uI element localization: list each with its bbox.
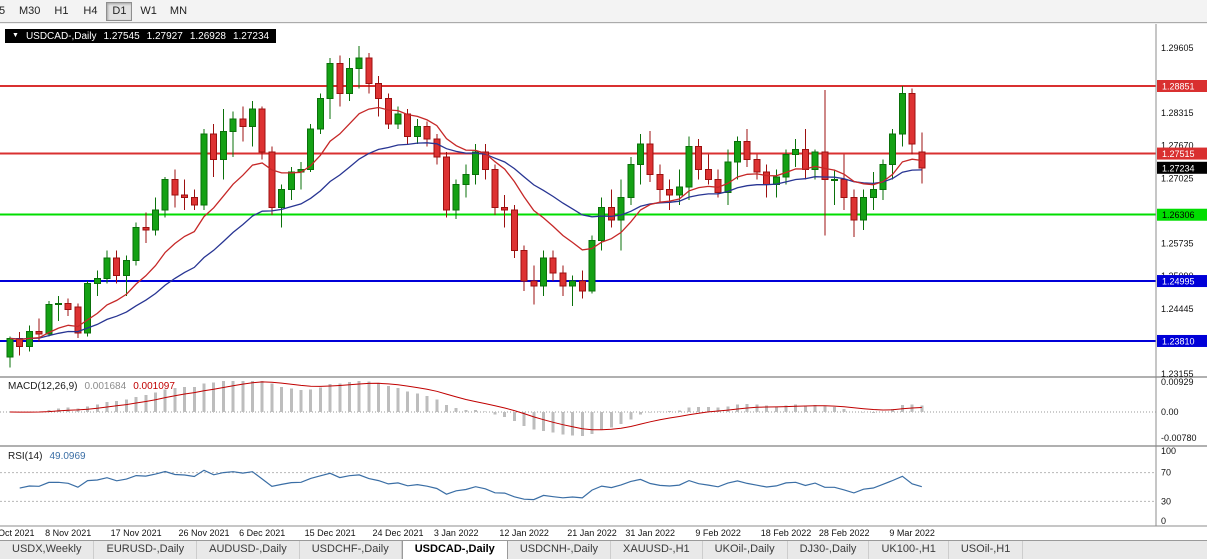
svg-text:31 Jan 2022: 31 Jan 2022 <box>625 528 675 538</box>
expand-arrow-icon[interactable]: ▼ <box>12 32 19 39</box>
macd-main-value: 0.001684 <box>84 381 127 392</box>
timeframe-m30-button[interactable]: M30 <box>19 4 41 17</box>
ma-slow-line[interactable] <box>9 142 922 340</box>
chart-window: 1.296051.283151.276701.270251.257351.250… <box>0 24 1207 540</box>
svg-text:1.28851: 1.28851 <box>1162 82 1195 92</box>
svg-text:30: 30 <box>1161 496 1171 506</box>
timeframe-h4-button[interactable]: H4 <box>83 4 98 17</box>
svg-text:-0.00780: -0.00780 <box>1161 433 1197 443</box>
candlestick-series <box>6 46 926 368</box>
ma-fast-line[interactable] <box>9 106 922 341</box>
macd-signal-value: 0.001097 <box>133 381 175 392</box>
svg-text:1.23810: 1.23810 <box>1162 336 1195 346</box>
tab-ukoil-daily[interactable]: UKOil-,Daily <box>703 541 788 559</box>
tab-uk100-h1[interactable]: UK100-,H1 <box>869 541 949 559</box>
ohlc-symbol: USDCAD-,Daily <box>25 30 97 42</box>
svg-text:1.25735: 1.25735 <box>1161 239 1194 249</box>
svg-text:26 Nov 2021: 26 Nov 2021 <box>178 528 229 538</box>
price-badge-1-28851 <box>1157 80 1207 92</box>
macd-title: MACD(12,26,9) <box>8 381 78 392</box>
chart-canvas[interactable]: 1.296051.283151.276701.270251.257351.250… <box>0 24 1207 540</box>
svg-text:12 Jan 2022: 12 Jan 2022 <box>499 528 549 538</box>
macd-histogram <box>18 381 924 437</box>
tab-eurusd-daily[interactable]: EURUSD-,Daily <box>94 541 198 559</box>
price-badge-1-27515 <box>1157 147 1207 160</box>
svg-text:3 Jan 2022: 3 Jan 2022 <box>434 528 479 538</box>
price-badge-1-27234 <box>1157 161 1207 174</box>
svg-text:1.27234: 1.27234 <box>1162 163 1195 173</box>
price-badge-1-26306 <box>1157 208 1207 221</box>
svg-text:21 Jan 2022: 21 Jan 2022 <box>567 528 617 538</box>
ohlc-low: 1.26928 <box>189 30 226 42</box>
rsi-title: RSI(14) <box>8 451 43 462</box>
svg-text:9 Mar 2022: 9 Mar 2022 <box>889 528 935 538</box>
tab-usdcad-daily[interactable]: USDCAD-,Daily <box>401 541 508 559</box>
svg-text:8 Nov 2021: 8 Nov 2021 <box>45 528 91 538</box>
timeframe-5-button[interactable]: 5 <box>0 2 11 21</box>
tab-usdx-weekly[interactable]: USDX,Weekly <box>0 541 95 559</box>
horizontal-level-lines <box>0 85 1156 342</box>
tab-usdcnh-daily[interactable]: USDCNH-,Daily <box>508 541 612 559</box>
ohlc-open: 1.27545 <box>103 30 140 42</box>
tab-audusd-daily[interactable]: AUDUSD-,Daily <box>197 541 300 559</box>
svg-text:70: 70 <box>1161 468 1171 478</box>
svg-text:1.23155: 1.23155 <box>1161 369 1194 379</box>
tab-usoil-h1[interactable]: USOil-,H1 <box>949 541 1024 559</box>
svg-text:1.27670: 1.27670 <box>1161 141 1194 151</box>
svg-text:1.28315: 1.28315 <box>1161 108 1194 118</box>
tab-xauusd-h1[interactable]: XAUUSD-,H1 <box>611 541 703 559</box>
svg-text:6 Dec 2021: 6 Dec 2021 <box>239 528 285 538</box>
svg-text:100: 100 <box>1161 446 1176 456</box>
tab-dj30-daily[interactable]: DJ30-,Daily <box>788 541 870 559</box>
timeframe-mn-button[interactable]: MN <box>169 4 188 17</box>
svg-text:9 Feb 2022: 9 Feb 2022 <box>695 528 741 538</box>
svg-text:18 Feb 2022: 18 Feb 2022 <box>761 528 812 538</box>
timeframe-w1-button[interactable]: W1 <box>140 4 157 17</box>
svg-text:24 Dec 2021: 24 Dec 2021 <box>372 528 423 538</box>
macd-indicator-label: MACD(12,26,9) 0.001684 0.001097 <box>8 381 175 392</box>
svg-text:1.26306: 1.26306 <box>1162 210 1195 220</box>
price-badge-1-24995 <box>1157 275 1207 288</box>
timeframe-h1-button[interactable]: H1 <box>54 4 69 17</box>
price-badge-1-23810 <box>1157 334 1207 347</box>
ohlc-high: 1.27927 <box>146 30 183 42</box>
rsi-line <box>19 469 922 501</box>
timeframe-d1-button[interactable]: D1 <box>106 1 133 21</box>
rsi-indicator-label: RSI(14) 49.0969 <box>8 451 86 462</box>
svg-text:1.27515: 1.27515 <box>1162 149 1195 159</box>
macd-signal-line <box>9 381 922 431</box>
svg-text:1.24995: 1.24995 <box>1162 277 1195 287</box>
timeframe-toolbar: 5 M30 H1 H4 D1 W1 MN <box>0 0 1207 23</box>
svg-text:29 Oct 2021: 29 Oct 2021 <box>0 528 35 538</box>
ohlc-info-bar[interactable]: ▼ USDCAD-,Daily 1.27545 1.27927 1.26928 … <box>5 29 277 43</box>
svg-text:0.00929: 0.00929 <box>1161 377 1194 387</box>
svg-text:0.00: 0.00 <box>1161 407 1179 417</box>
svg-text:1.24445: 1.24445 <box>1161 304 1194 314</box>
tab-usdchf-daily[interactable]: USDCHF-,Daily <box>300 541 402 559</box>
rsi-value: 49.0969 <box>49 451 86 462</box>
svg-text:1.27025: 1.27025 <box>1161 173 1194 183</box>
svg-text:17 Nov 2021: 17 Nov 2021 <box>111 528 162 538</box>
panel-separator[interactable] <box>0 445 1207 447</box>
svg-text:1.29605: 1.29605 <box>1161 43 1194 53</box>
svg-text:0: 0 <box>1161 516 1166 526</box>
svg-text:15 Dec 2021: 15 Dec 2021 <box>305 528 356 538</box>
svg-text:28 Feb 2022: 28 Feb 2022 <box>819 528 870 538</box>
ohlc-close: 1.27234 <box>232 30 270 42</box>
panel-separator[interactable] <box>0 376 1207 378</box>
chart-tab-bar: USDX,Weekly EURUSD-,Daily AUDUSD-,Daily USD… <box>0 540 1207 559</box>
